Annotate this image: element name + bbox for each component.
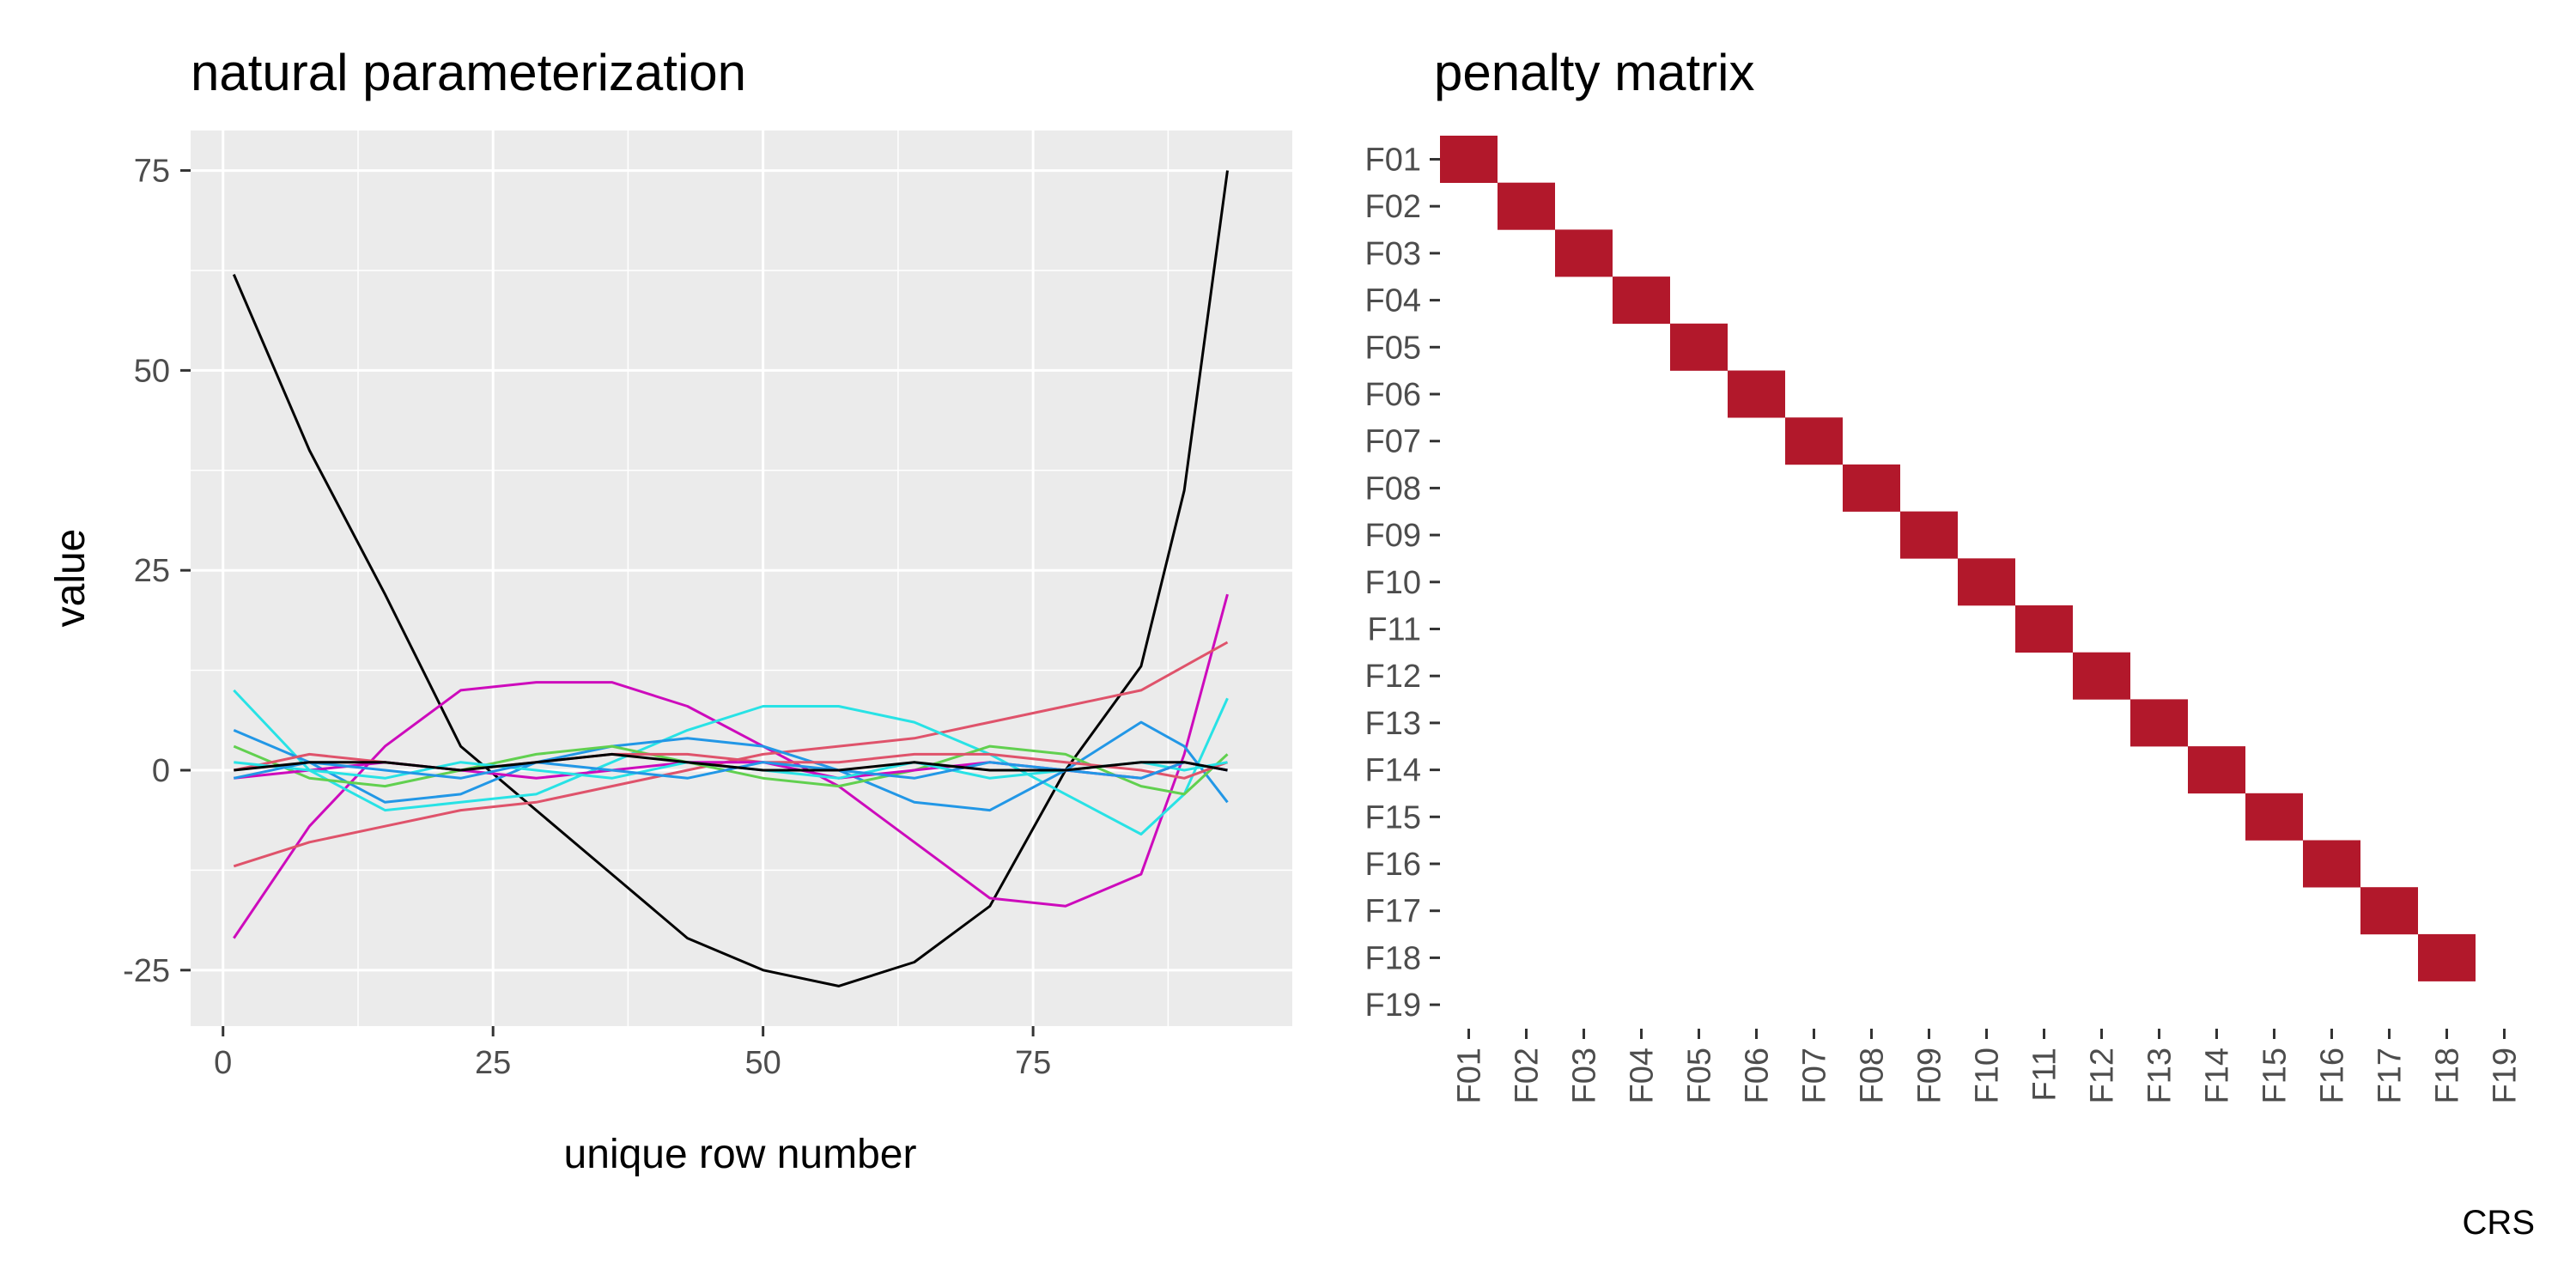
line-chart-x-axis-title: unique row number	[564, 1132, 917, 1177]
heatmap-y-tick-label: F01	[1365, 143, 1421, 179]
heatmap-x-tick-label: F09	[1912, 1048, 1948, 1103]
heatmap-x-tick-label: F05	[1682, 1048, 1718, 1103]
heatmap-cell-F14-F14	[2188, 746, 2245, 794]
heatmap-x-tick-label: F03	[1567, 1048, 1603, 1103]
line-chart-minor-gridlines	[191, 131, 1292, 1026]
heatmap-x-tick-label: F13	[2142, 1048, 2178, 1103]
heatmap-cell-F08-F08	[1843, 464, 1900, 512]
heatmap-y-tick-label: F12	[1365, 659, 1421, 695]
series-line-5	[233, 720, 1229, 812]
heatmap-cell-F11-F11	[2015, 605, 2073, 653]
heatmap-y-tick-label: F17	[1365, 894, 1421, 930]
line-chart-title: natural parameterization	[191, 44, 746, 101]
heatmap-cell-F09-F09	[1900, 511, 1958, 559]
heatmap-cell-F15-F15	[2245, 793, 2303, 841]
heatmap-cell-F03-F03	[1555, 229, 1613, 277]
heatmap-x-tick-label: F07	[1797, 1048, 1833, 1103]
heatmap-cell-F16-F16	[2303, 840, 2360, 888]
y-tick-label: 75	[134, 154, 170, 190]
x-tick-label: 75	[1015, 1045, 1051, 1081]
heatmap-y-tick-label: F08	[1365, 471, 1421, 507]
series-line-4	[233, 689, 1229, 835]
line-chart: natural parameterization -25 0 25 50 75 0 25 5…	[48, 44, 1292, 1177]
heatmap-y-tick-label: F13	[1365, 706, 1421, 742]
heatmap-y-tick-label: F03	[1365, 236, 1421, 272]
x-tick-label: 25	[475, 1045, 511, 1081]
heatmap-cell-F10-F10	[1958, 558, 2015, 606]
heatmap-y-tick-label: F11	[1367, 612, 1421, 648]
heatmap-x-tick-label: F16	[2315, 1048, 2351, 1103]
line-chart-panel-background	[191, 131, 1292, 1026]
heatmap-y-tick-label: F05	[1365, 330, 1421, 366]
line-chart-y-ticks: -25 0 25 50 75	[123, 154, 191, 989]
series-line-3	[233, 641, 1229, 868]
caption-label: CRS	[2463, 1204, 2535, 1242]
heatmap-x-tick-label: F18	[2430, 1048, 2466, 1103]
y-tick-label: 25	[134, 553, 170, 589]
heatmap-x-tick-label: F04	[1625, 1048, 1661, 1103]
heatmap-cell-F12-F12	[2073, 652, 2130, 700]
y-tick-label: 50	[134, 353, 170, 389]
heatmap-y-tick-label: F18	[1365, 940, 1421, 976]
heatmap-cells	[1440, 136, 2476, 981]
heatmap-x-tick-label: F02	[1510, 1048, 1546, 1103]
heatmap-y-tick-label: F04	[1365, 283, 1421, 319]
penalty-matrix-heatmap: penalty matrix F01F02F03F04F05F06F07F08F…	[1365, 44, 2524, 1103]
heatmap-cell-F04-F04	[1613, 276, 1670, 325]
heatmap-x-tick-label: F19	[2488, 1048, 2524, 1103]
heatmap-y-tick-label: F06	[1365, 377, 1421, 413]
heatmap-y-tick-label: F09	[1365, 518, 1421, 554]
heatmap-y-tick-label: F02	[1365, 189, 1421, 225]
heatmap-x-tick-label: F06	[1740, 1048, 1776, 1103]
heatmap-x-tick-label: F10	[1970, 1048, 2006, 1103]
x-tick-label: 0	[214, 1045, 232, 1081]
line-chart-series-group	[232, 170, 1229, 987]
line-chart-y-axis-title: value	[48, 529, 94, 628]
heatmap-cell-F05-F05	[1670, 323, 1728, 371]
heatmap-title: penalty matrix	[1434, 44, 1754, 101]
heatmap-y-ticks: F01 F02 F03 F04 F05 F06 F07 F08 F09 F10 F11 F12 F13 F…	[1365, 143, 1440, 1024]
heatmap-x-tick-label: F01	[1452, 1048, 1488, 1103]
y-tick-label: -25	[123, 953, 170, 989]
series-line-11	[234, 752, 1228, 772]
heatmap-y-tick-label: F07	[1365, 424, 1421, 460]
series-line-1	[232, 170, 1229, 987]
heatmap-x-tick-label: F11	[2027, 1048, 2063, 1102]
heatmap-x-tick-label: F08	[1855, 1048, 1891, 1103]
heatmap-y-tick-label: F19	[1365, 987, 1421, 1024]
y-tick-label: 0	[152, 753, 170, 789]
heatmap-x-tick-label: F17	[2372, 1048, 2409, 1103]
heatmap-y-tick-label: F10	[1365, 565, 1421, 601]
heatmap-cell-F01-F01	[1440, 136, 1498, 183]
heatmap-y-tick-label: F16	[1365, 847, 1421, 883]
heatmap-y-tick-label: F15	[1365, 799, 1421, 835]
heatmap-x-ticks: F01 F02 F03 F04 F05 F06 F07 F08 F09 F10 F11 F12 F13 F…	[1452, 1029, 2524, 1103]
series-line-10	[233, 761, 1228, 780]
heatmap-x-tick-label: F14	[2200, 1048, 2236, 1103]
heatmap-cell-F18-F18	[2418, 933, 2476, 981]
heatmap-y-tick-label: F14	[1365, 753, 1421, 789]
heatmap-cell-F02-F02	[1498, 182, 1555, 230]
heatmap-x-tick-label: F12	[2085, 1048, 2121, 1103]
heatmap-cell-F17-F17	[2360, 887, 2418, 935]
heatmap-cell-F06-F06	[1728, 370, 1785, 418]
heatmap-x-tick-label: F15	[2257, 1048, 2293, 1103]
heatmap-cell-F07-F07	[1785, 417, 1843, 465]
line-chart-x-ticks: 0 25 50 75	[214, 1026, 1051, 1081]
x-tick-label: 50	[745, 1045, 781, 1081]
heatmap-cell-F13-F13	[2130, 699, 2188, 747]
